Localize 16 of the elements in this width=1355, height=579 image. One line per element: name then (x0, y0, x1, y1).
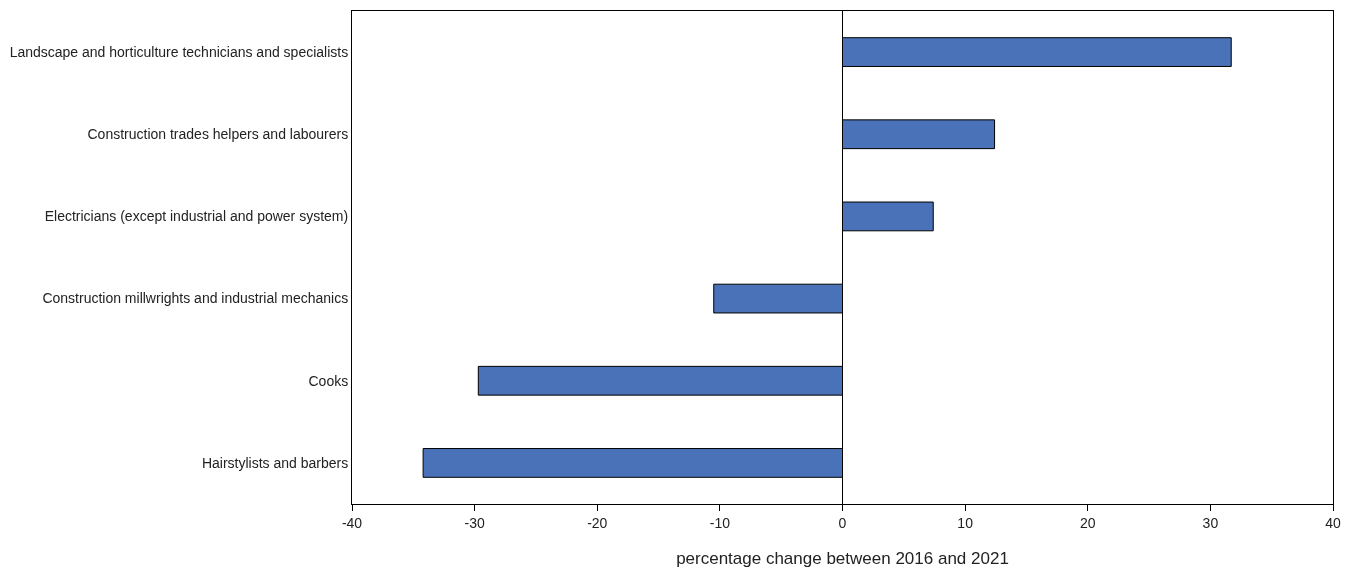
x-tick-label: 10 (957, 514, 974, 531)
x-tick-label: -10 (709, 514, 731, 531)
y-tick-label: Construction trades helpers and labourers (87, 126, 349, 143)
x-tick-label: -20 (587, 514, 608, 531)
x-tick-label: 40 (1325, 514, 1341, 531)
x-tick-label: -40 (341, 514, 363, 531)
x-tick-label: 30 (1202, 514, 1219, 531)
x-axis-title: percentage change between 2016 and 2021 (676, 549, 1009, 569)
y-tick-label: Electricians (except industrial and power system) (44, 208, 349, 225)
x-tick-label: 20 (1079, 514, 1096, 531)
y-tick-label: Construction millwrights and industrial mechanics (42, 290, 349, 307)
x-tick-label: -30 (464, 514, 485, 531)
y-tick-label: Cooks (308, 372, 349, 389)
x-tick-label: 0 (838, 514, 847, 531)
y-tick-label: Landscape and horticulture technicians and specialists (9, 43, 349, 60)
y-tick-label: Hairstylists and barbers (201, 454, 349, 471)
